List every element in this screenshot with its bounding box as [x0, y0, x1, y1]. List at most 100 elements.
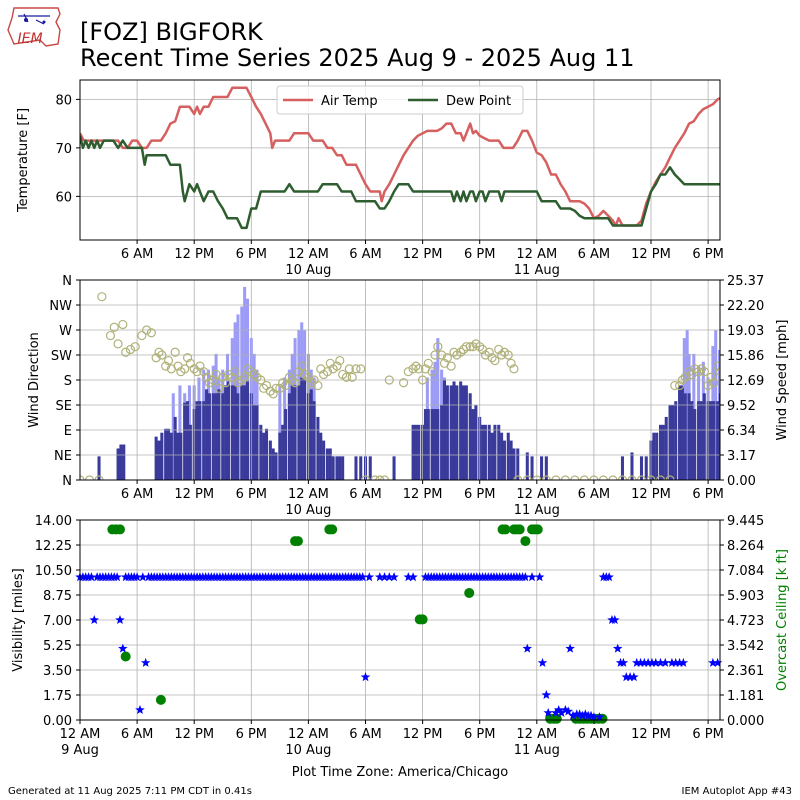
visibility-tick-label: 3.50: [43, 664, 72, 679]
wind-speed-bar: [331, 456, 335, 480]
visibility-point: [589, 712, 599, 722]
wind-direction-point: [487, 353, 497, 363]
wind-direction-point: [375, 475, 385, 480]
wind-speed-bar: [764, 385, 767, 480]
visibility-point: [135, 705, 145, 714]
visibility-point: [556, 707, 567, 717]
wind-speed-bar: [287, 393, 291, 480]
wind-direction-point: [344, 364, 354, 374]
wind-direction-point: [598, 475, 609, 480]
wind-direction-point: [655, 475, 666, 480]
wind-speed-bar: [687, 393, 691, 480]
wind-direction-point: [221, 378, 231, 388]
wind-speed-bar: [179, 432, 183, 480]
wind-speed-bar: [712, 401, 716, 480]
overcast-ceiling-point: [464, 587, 475, 598]
wind-direction-point: [240, 372, 250, 382]
visibility-point: [563, 706, 573, 716]
wind-direction-point: [384, 375, 394, 385]
visibility-point: [379, 572, 390, 582]
visibility-point: [551, 707, 561, 717]
visibility-point: [384, 572, 394, 582]
wind-speed-axis-label: Wind Speed [mph]: [775, 320, 790, 441]
wind-speed-bar: [433, 409, 437, 480]
ceiling-tick-label: 4.723: [727, 614, 764, 629]
wind-speed-bar: [309, 389, 313, 480]
wind-speed-bar: [426, 409, 430, 480]
visibility-point: [594, 712, 605, 722]
wind-gust-bar: [768, 385, 771, 480]
wind-direction-point: [684, 367, 694, 377]
x-tick-label: 6 PM: [692, 247, 723, 262]
wind-direction-axis-label: Wind Direction: [27, 332, 42, 428]
wind-speed-bar: [683, 393, 687, 480]
wind-speed-bar: [293, 385, 297, 480]
x-tick-label: 6 AM: [121, 727, 154, 742]
wind-speed-bar: [226, 381, 230, 480]
visibility-gridlines: [79, 519, 720, 721]
wind-direction-point: [227, 372, 237, 382]
wind-direction-point: [271, 383, 281, 393]
generated-footer: Generated at 11 Aug 2025 7:11 PM CDT in …: [8, 786, 252, 797]
wind-direction-tick-label: NE: [54, 449, 72, 464]
wind-speed-bar: [259, 424, 263, 480]
visibility-point: [618, 657, 629, 667]
wind-speed-bar: [468, 393, 472, 480]
wind-speed-bar: [471, 409, 475, 480]
temperature-lines: [80, 86, 720, 230]
wind-speed-bar: [655, 432, 659, 480]
wind-speed-bar: [668, 405, 672, 480]
wind-direction-point: [347, 372, 357, 382]
x-tick-date-label: 11 Aug: [514, 503, 560, 518]
chart-title-station: [FOZ] BIGFORK: [80, 18, 264, 46]
time-zone-axis-label: Plot Time Zone: America/Chicago: [292, 765, 508, 780]
wind-speed-bar: [236, 393, 240, 480]
wind-direction-point: [332, 361, 342, 371]
wind-direction-point: [551, 475, 561, 480]
visibility-point: [357, 572, 368, 582]
visibility-tick-label: 10.50: [35, 564, 72, 579]
visibility-point: [708, 657, 718, 667]
wind-direction-point: [246, 367, 256, 377]
visibility-point: [541, 690, 552, 699]
wind-speed-bar: [230, 385, 234, 480]
wind-speed-bar: [341, 456, 345, 480]
visibility-point: [527, 572, 537, 582]
wind-direction-point: [718, 365, 720, 373]
wind-direction-point: [437, 350, 447, 360]
wind-direction-point: [442, 353, 452, 363]
wind-speed-bar: [693, 409, 697, 480]
visibility-point: [586, 710, 596, 720]
wind-speed-bar: [195, 401, 199, 480]
visibility-tick-label: 14.00: [35, 514, 72, 529]
wind-speed-bar: [300, 377, 304, 480]
visibility-point: [667, 657, 677, 667]
wind-speed-tick-label: 22.20: [727, 299, 764, 314]
visibility-point: [118, 643, 128, 653]
wind-speed-bar: [173, 416, 177, 480]
temperature-y-axis-label: Temperature [F]: [16, 108, 31, 213]
wind-direction-tick-label: NW: [49, 299, 72, 314]
wind-speed-bar: [368, 456, 372, 480]
wind-direction-point: [475, 342, 485, 352]
wind-speed-bar: [530, 456, 534, 480]
wind-direction-point: [696, 364, 707, 374]
wind-gust-bar: [171, 393, 175, 480]
legend-dew-point-label: Dew Point: [446, 94, 511, 109]
wind-speed-bar: [430, 409, 434, 480]
ceiling-tick-label: 2.361: [727, 664, 764, 679]
wind-direction-point: [433, 342, 443, 352]
wind-speed-bar: [481, 424, 485, 480]
x-tick-label: 6 AM: [578, 487, 611, 502]
visibility-point: [389, 572, 399, 582]
wind-direction-point: [699, 367, 709, 377]
wind-speed-bar: [680, 385, 684, 480]
x-tick-label: 6 PM: [236, 247, 267, 262]
wind-direction-point: [237, 375, 247, 385]
visibility-point: [543, 707, 553, 717]
dew-point-line: [80, 135, 720, 230]
wind-direction-tick-label: SE: [56, 399, 72, 414]
visibility-point: [408, 572, 418, 582]
wind-direction-point: [130, 342, 140, 352]
wind-speed-bar: [678, 385, 682, 480]
